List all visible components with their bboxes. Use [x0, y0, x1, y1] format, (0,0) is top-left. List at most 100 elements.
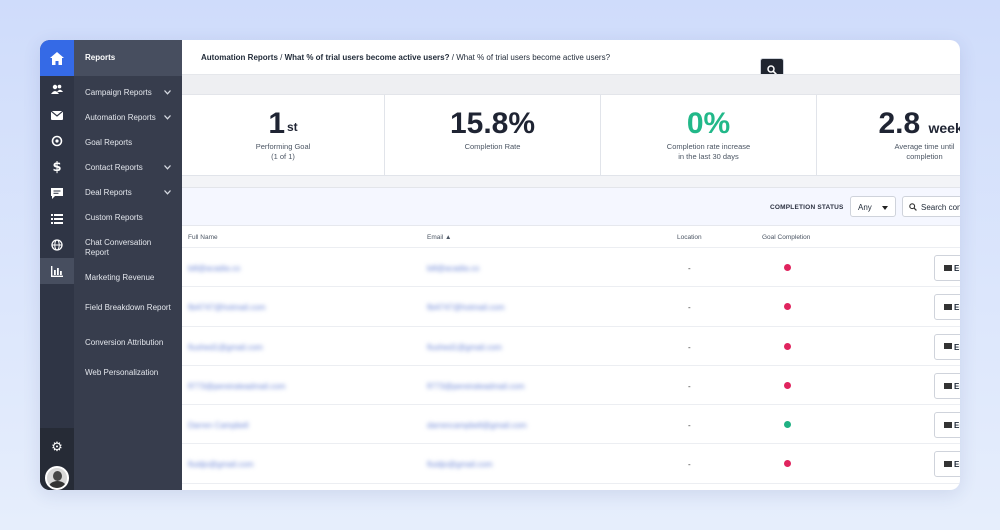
row-full-name[interactable]: flushed1@gmail.com	[188, 342, 263, 352]
envelope-icon	[944, 461, 952, 468]
subnav-item-web-personalization[interactable]: Web Personalization	[74, 360, 182, 385]
settings-gear-icon[interactable]: ⚙	[51, 440, 63, 456]
subnav-item-conversion-attribution[interactable]: Conversion Attribution	[74, 325, 182, 360]
row-location: -	[688, 342, 691, 352]
breadcrumb-goal: What % of trial users become active user…	[456, 53, 611, 62]
email-button[interactable]: Email	[934, 412, 960, 439]
completion-status-select[interactable]: Any	[850, 196, 896, 217]
subnav-item-label: Goal Reports	[85, 137, 133, 147]
table-row[interactable]: bill@acadia.co bill@acadia.co - Email	[182, 248, 960, 288]
globe-icon[interactable]	[40, 232, 74, 258]
chevron-down-icon[interactable]	[164, 113, 171, 123]
col-goal-completion[interactable]: Goal Completion	[762, 234, 811, 241]
main-content: Automation Reports / What % of trial use…	[182, 40, 960, 490]
subnav-item-label: Automation Reports	[85, 112, 156, 122]
subnav-item-automation-reports[interactable]: Automation Reports	[74, 105, 182, 130]
row-location: -	[688, 381, 691, 391]
conversations-icon[interactable]	[40, 180, 74, 206]
row-email[interactable]: bill@acadia.co	[427, 264, 480, 273]
col-full-name[interactable]: Full Name	[188, 234, 218, 241]
row-location: -	[688, 264, 691, 273]
stat-sublabel: completion	[906, 152, 943, 161]
stat-sublabel: (1 of 1)	[271, 152, 295, 161]
lists-icon[interactable]	[40, 206, 74, 232]
icon-rail: $ ⚙	[40, 40, 784, 490]
email-button[interactable]: Email	[934, 451, 960, 478]
breadcrumb-automation[interactable]: What % of trial users become active user…	[284, 53, 450, 62]
table-row[interactable]: fl773@pereiraleadmail.com fl773@pereirale…	[182, 366, 960, 406]
stat-label: Performing Goal	[255, 142, 311, 151]
email-button[interactable]: Email	[934, 333, 960, 360]
chevron-down-icon[interactable]	[164, 88, 171, 98]
breadcrumb-separator: /	[449, 53, 457, 62]
table-row[interactable]: fluidjo@gmail.com fluidjo@gmail.com - Email	[182, 444, 960, 484]
col-location[interactable]: Location	[677, 234, 702, 241]
chevron-down-icon[interactable]	[164, 163, 171, 173]
email-button[interactable]: Email	[934, 372, 960, 399]
subnav-item-label: Conversion Attribution	[85, 337, 164, 347]
row-full-name[interactable]: bill@acadia.co	[188, 264, 241, 273]
row-email[interactable]: fl773@pereiraleadmail.com	[427, 381, 525, 391]
table-row[interactable]: flushed1@gmail.com flushed1@gmail.com - Ema…	[182, 327, 960, 366]
subnav-item-marketing-revenue[interactable]: Marketing Revenue	[74, 265, 182, 290]
row-location: -	[688, 460, 691, 470]
stat-average-time: 2.8 weeks Average time until completion	[817, 95, 960, 175]
subnav-item-field-breakdown-report[interactable]: Field Breakdown Report	[74, 290, 182, 325]
subnav-item-label: Marketing Revenue	[85, 272, 155, 282]
subnav-item-label: Contact Reports	[85, 162, 143, 172]
search-contacts-input[interactable]: Search contacts	[902, 196, 960, 217]
stat-value: 15.8%	[449, 107, 536, 140]
row-full-name[interactable]: fl773@pereiraleadmail.com	[188, 381, 286, 391]
goal-status-dot	[784, 303, 791, 311]
subnav-list: Campaign Reports Automation Reports Goal R…	[74, 76, 182, 385]
envelope-icon	[944, 304, 952, 311]
avatar[interactable]	[45, 466, 69, 490]
row-full-name[interactable]: Darren Campbell	[188, 421, 249, 431]
subnav-item-chat-conversation-report[interactable]: Chat Conversation Report	[74, 230, 182, 265]
subnav-item-label: Custom Reports	[85, 212, 143, 222]
row-email[interactable]: fbi4747@hotmail.com	[427, 303, 505, 313]
envelope-icon	[944, 422, 952, 429]
mail-icon[interactable]	[40, 102, 74, 128]
subnav-item-goal-reports[interactable]: Goal Reports	[74, 130, 182, 155]
row-full-name[interactable]: fbi4747@hotmail.com	[188, 303, 266, 313]
row-full-name[interactable]: fluidjo@gmail.com	[188, 460, 254, 470]
email-button[interactable]: Email	[934, 255, 960, 281]
stat-label: Average time until	[894, 142, 955, 151]
stat-rate-increase: 0% Completion rate increase in the last …	[601, 95, 817, 175]
subnav-item-contact-reports[interactable]: Contact Reports	[74, 155, 182, 180]
reports-chart-icon[interactable]	[40, 258, 74, 284]
row-email[interactable]: fluidjo@gmail.com	[427, 460, 493, 470]
subnav-item-deal-reports[interactable]: Deal Reports	[74, 180, 182, 205]
breadcrumb-automation-reports[interactable]: Automation Reports	[201, 53, 278, 62]
stat-value: 2.8 weeks	[878, 107, 960, 140]
stat-sublabel: in the last 30 days	[678, 152, 739, 161]
automation-icon[interactable]	[40, 128, 74, 154]
email-button[interactable]: Email	[934, 294, 960, 321]
table-row[interactable]: fbi4747@hotmail.com fbi4747@hotmail.com - E…	[182, 287, 960, 327]
table-body: bill@acadia.co bill@acadia.co - Email fbi474…	[182, 248, 960, 484]
subnav-item-campaign-reports[interactable]: Campaign Reports	[74, 80, 182, 105]
row-email[interactable]: darrencampbell@gmail.com	[427, 421, 527, 431]
home-icon[interactable]	[40, 40, 74, 76]
rail-bottom: ⚙	[40, 428, 74, 490]
envelope-icon	[944, 264, 952, 271]
subnav-title: Reports	[74, 40, 182, 76]
row-email[interactable]: flushed1@gmail.com	[427, 342, 502, 352]
chevron-down-icon[interactable]	[164, 188, 171, 198]
goal-status-dot	[784, 421, 791, 429]
subnav-item-custom-reports[interactable]: Custom Reports	[74, 205, 182, 230]
subnav-item-label: Web Personalization	[85, 367, 159, 377]
table-header: Full Name Email ▲ Location Goal Completi…	[182, 226, 960, 248]
deals-dollar-icon[interactable]: $	[52, 159, 62, 175]
table-row[interactable]: Darren Campbell darrencampbell@gmail.com -…	[182, 405, 960, 445]
breadcrumb-separator: /	[277, 53, 285, 62]
filter-bar: COMPLETION STATUS Any Search contacts	[182, 188, 960, 226]
goal-status-dot	[784, 460, 791, 468]
col-email[interactable]: Email ▲	[427, 234, 452, 241]
goal-status-dot	[784, 264, 791, 271]
contacts-icon[interactable]	[40, 76, 74, 102]
